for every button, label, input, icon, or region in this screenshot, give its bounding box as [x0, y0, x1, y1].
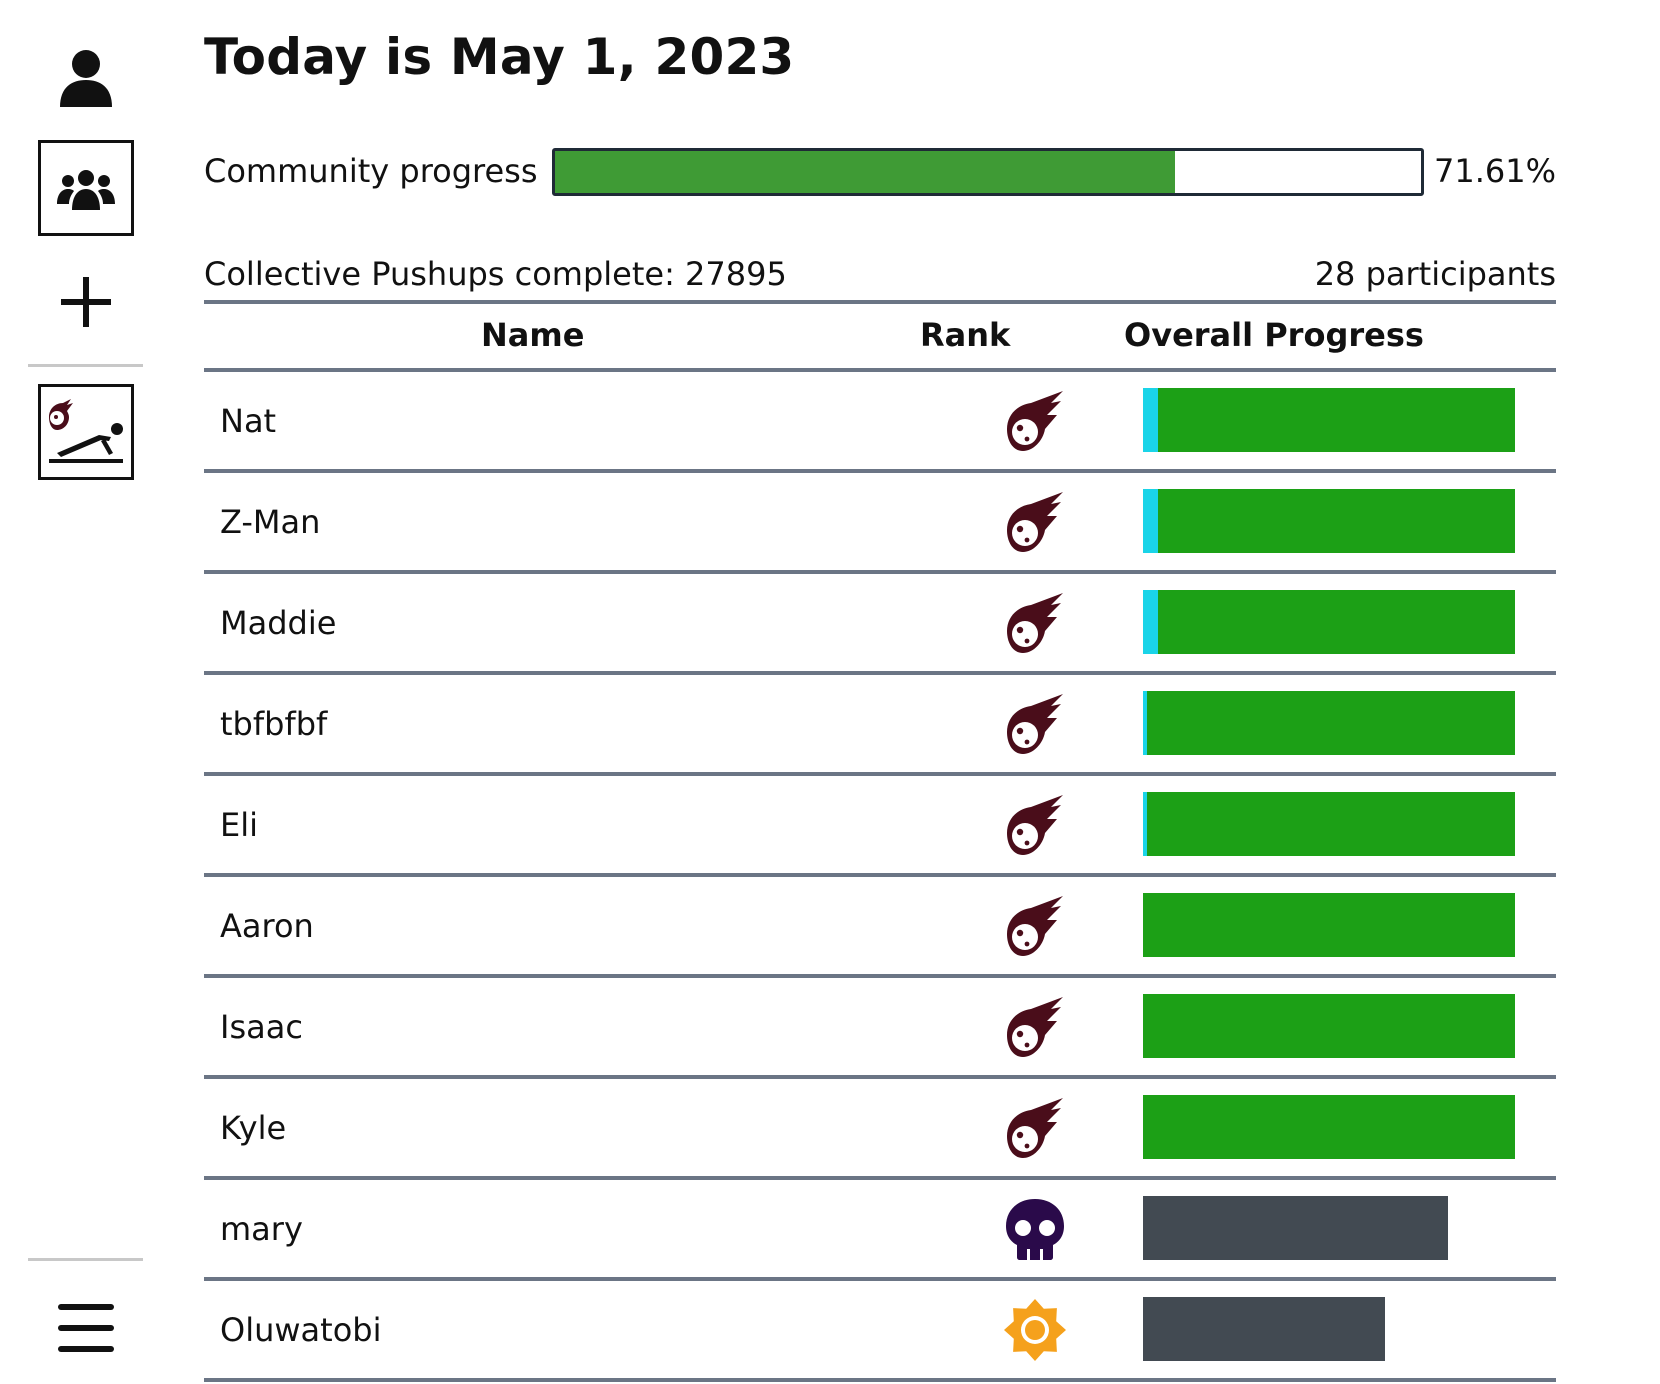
plus-icon: [61, 277, 111, 327]
meteor-icon: [1000, 1095, 1070, 1161]
participant-name: Nat: [220, 402, 277, 440]
leaderboard-table: Name Rank Overall Progress Nat Z-Man Maddi…: [204, 300, 1556, 1382]
progress-segment: [1147, 792, 1515, 856]
table-row[interactable]: Kyle: [204, 1079, 1556, 1176]
table-row[interactable]: Maddie: [204, 574, 1556, 671]
progress-segment: [1143, 792, 1147, 856]
table-divider: [204, 772, 1556, 776]
participant-name: Eli: [220, 806, 258, 844]
community-icon: [57, 170, 115, 210]
progress-segment: [1143, 691, 1147, 755]
overall-progress-bar: [1143, 590, 1515, 654]
table-divider: [204, 1378, 1556, 1382]
participant-name: tbfbfbf: [220, 705, 328, 743]
table-body: Nat Z-Man Maddie tbfbfbf Eli Aaron Isaac Kyle ma…: [204, 372, 1556, 1382]
sun-icon: [1000, 1297, 1070, 1363]
user-icon: [60, 50, 112, 107]
table-divider: [204, 1277, 1556, 1281]
table-row[interactable]: Aaron: [204, 877, 1556, 974]
participant-name: Z-Man: [220, 503, 321, 541]
table-divider: [204, 1176, 1556, 1180]
participant-name: Kyle: [220, 1109, 287, 1147]
progress-segment: [1158, 489, 1515, 553]
progress-segment: [1143, 893, 1515, 957]
table-divider: [204, 1075, 1556, 1079]
pushup-icon: [49, 399, 123, 463]
community-progress-bar: [552, 148, 1424, 196]
overall-progress-bar: [1143, 893, 1515, 957]
menu-button[interactable]: [38, 1280, 134, 1376]
table-divider: [204, 368, 1556, 372]
table-divider: [204, 671, 1556, 675]
participant-name: Maddie: [220, 604, 337, 642]
table-row[interactable]: mary: [204, 1180, 1556, 1277]
add-button[interactable]: [38, 254, 134, 350]
skull-icon: [1000, 1196, 1070, 1262]
community-button[interactable]: [38, 140, 134, 236]
progress-segment: [1143, 994, 1515, 1058]
progress-segment: [1147, 691, 1515, 755]
participants-count: 28 participants: [1314, 255, 1556, 293]
overall-progress-bar: [1143, 1095, 1515, 1159]
participant-name: Oluwatobi: [220, 1311, 382, 1349]
meteor-icon: [1000, 994, 1070, 1060]
column-header-name: Name: [481, 316, 585, 354]
table-divider: [204, 570, 1556, 574]
progress-segment: [1143, 489, 1158, 553]
progress-segment: [1158, 388, 1515, 452]
progress-segment: [1143, 388, 1158, 452]
table-divider: [204, 300, 1556, 304]
table-row[interactable]: Nat: [204, 372, 1556, 469]
overall-progress-bar: [1143, 489, 1515, 553]
meteor-icon: [1000, 792, 1070, 858]
overall-progress-bar: [1143, 1196, 1448, 1260]
meteor-icon: [1000, 893, 1070, 959]
meteor-icon: [1000, 691, 1070, 757]
column-header-overall-progress: Overall Progress: [1124, 316, 1424, 354]
progress-segment: [1143, 590, 1158, 654]
meteor-icon: [1000, 388, 1070, 454]
sidebar: [0, 0, 170, 1384]
profile-button[interactable]: [38, 30, 134, 126]
table-row[interactable]: Z-Man: [204, 473, 1556, 570]
overall-progress-bar: [1143, 691, 1515, 755]
overall-progress-bar: [1143, 1297, 1385, 1361]
progress-segment: [1143, 1196, 1448, 1260]
page-title: Today is May 1, 2023: [204, 28, 795, 86]
community-progress-fill: [555, 151, 1176, 193]
community-progress-label: Community progress: [204, 152, 538, 190]
participant-name: Aaron: [220, 907, 314, 945]
progress-segment: [1143, 1297, 1385, 1361]
progress-segment: [1143, 1095, 1515, 1159]
table-divider: [204, 469, 1556, 473]
overall-progress-bar: [1143, 792, 1515, 856]
collective-pushups-text: Collective Pushups complete: 27895: [204, 255, 787, 293]
table-divider: [204, 974, 1556, 978]
overall-progress-bar: [1143, 388, 1515, 452]
table-row[interactable]: Oluwatobi: [204, 1281, 1556, 1378]
pushup-challenge-button[interactable]: [38, 384, 134, 480]
community-progress-percent: 71.61%: [1433, 152, 1556, 190]
meteor-icon: [1000, 489, 1070, 555]
table-row[interactable]: Eli: [204, 776, 1556, 873]
participant-name: mary: [220, 1210, 303, 1248]
menu-icon: [58, 1304, 114, 1352]
table-row[interactable]: Isaac: [204, 978, 1556, 1075]
column-header-rank: Rank: [920, 316, 1011, 354]
participant-name: Isaac: [220, 1008, 303, 1046]
meteor-icon: [1000, 590, 1070, 656]
sidebar-divider-bottom: [28, 1258, 143, 1261]
overall-progress-bar: [1143, 994, 1515, 1058]
progress-segment: [1158, 590, 1515, 654]
table-divider: [204, 873, 1556, 877]
table-row[interactable]: tbfbfbf: [204, 675, 1556, 772]
table-header: Name Rank Overall Progress: [204, 304, 1556, 368]
sidebar-divider: [28, 364, 143, 367]
